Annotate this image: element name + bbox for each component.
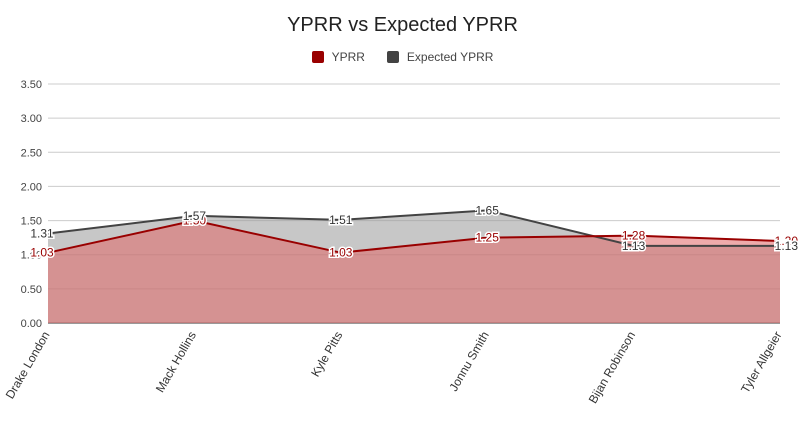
data-label-expected-yprr: 1.13 [775,239,799,253]
chart-title: YPRR vs Expected YPRR [287,14,518,36]
y-tick-label: 2.50 [21,147,42,159]
data-label-yprr: 1.28 [622,229,646,243]
x-tick-label: Bijan Robinson [586,329,638,406]
legend-label-yprr: YPRR [331,50,365,64]
line-expected-yprr [47,209,780,247]
data-label-yprr: 1.20 [775,234,799,248]
chart-legend: YPRR Expected YPRR [0,50,805,64]
y-tick-label: 0.00 [21,318,42,330]
data-label-expected-yprr: 1.13 [622,239,646,253]
x-tick-label: Jonnu Smith [446,329,491,394]
x-tick-label: Drake London [3,329,53,401]
data-label-yprr: 1.25 [476,231,500,245]
y-tick-label: 2.00 [21,181,42,193]
data-label-yprr: 1.50 [183,214,207,228]
x-tick-label: Tyler Allgeier [738,329,784,395]
line-yprr [47,219,781,254]
legend-swatch-expected-yprr [386,51,399,63]
data-label-yprr: 1.03 [30,246,54,260]
legend-item-yprr[interactable]: YPRR [311,50,365,64]
y-tick-label: 3.50 [21,79,42,91]
data-label-yprr: 1.03 [329,246,353,260]
y-tick-label: 0.50 [21,284,42,296]
legend-item-expected-yprr[interactable]: Expected YPRR [386,50,494,64]
y-tick-label: 3.00 [21,113,42,125]
data-label-expected-yprr: 1.51 [329,213,353,227]
data-label-expected-yprr: 1.65 [476,203,500,217]
x-tick-label: Mack Hollins [153,329,199,395]
y-tick-label: 1.00 [21,250,42,262]
legend-label-expected-yprr: Expected YPRR [406,50,494,64]
x-tick-label: Kyle Pitts [308,329,345,379]
legend-swatch-yprr [311,51,324,63]
area-yprr [48,220,780,323]
data-label-expected-yprr: 1.31 [30,227,54,241]
y-tick-label: 1.50 [21,216,42,228]
data-label-expected-yprr: 1.57 [183,209,207,223]
